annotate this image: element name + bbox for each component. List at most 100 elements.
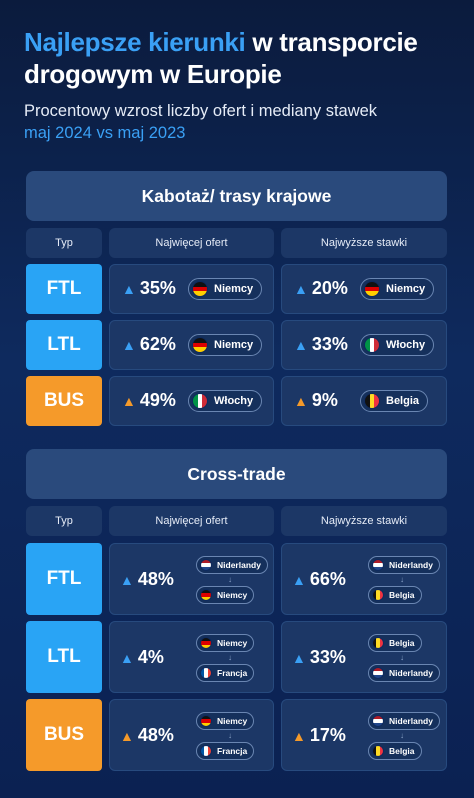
- arrow-up-icon: ▲: [122, 280, 136, 297]
- cross-ltl-offers: ▲ 4% Niemcy ↓ Francja: [109, 621, 274, 693]
- cross-type-ftl: FTL: [26, 543, 102, 615]
- percent-value: 33%: [309, 647, 346, 667]
- title-rest: w transporcie drogowym w Europie: [24, 27, 418, 89]
- country-name: Belgia: [389, 590, 415, 600]
- country-name: Niemcy: [214, 339, 254, 351]
- germany-flag-icon: [200, 637, 212, 649]
- italy-flag-icon: [364, 337, 380, 353]
- value: ▲ 49%: [122, 390, 176, 411]
- country-to-pill: Niemcy: [196, 586, 255, 604]
- cross-ftl-offers: ▲ 48% Niderlandy ↓ Niemcy: [109, 543, 274, 615]
- country-name: Niderlandy: [217, 560, 261, 570]
- country-pill: Włochy: [360, 334, 435, 356]
- country-from-pill: Niemcy: [196, 634, 255, 652]
- belgium-flag-icon: [364, 393, 380, 409]
- country-to-pill: Belgia: [368, 586, 422, 604]
- cross-col-rates: Najwyższe stawki: [281, 506, 447, 536]
- germany-flag-icon: [200, 715, 212, 727]
- france-flag-icon: [200, 667, 212, 679]
- domestic-section-title: Kabotaż/ trasy krajowe: [26, 171, 447, 221]
- country-name: Niemcy: [217, 590, 248, 600]
- country-pill: Niemcy: [188, 278, 263, 300]
- page-subtitle: Procentowy wzrost liczby ofert i mediany…: [24, 100, 454, 144]
- arrow-up-icon: ▲: [120, 649, 134, 666]
- arrow-up-icon: ▲: [292, 571, 306, 588]
- country-name: Niderlandy: [389, 560, 433, 570]
- domestic-ltl-rates: ▲ 33% Włochy: [281, 320, 447, 370]
- arrow-up-icon: ▲: [294, 280, 308, 297]
- country-name: Belgia: [389, 638, 415, 648]
- germany-flag-icon: [364, 281, 380, 297]
- country-to-pill: Niderlandy: [368, 664, 440, 682]
- domestic-type-ltl: LTL: [26, 320, 102, 370]
- country-name: Francja: [217, 746, 248, 756]
- value: ▲ 33%: [292, 647, 346, 668]
- value: ▲ 62%: [122, 334, 176, 355]
- country-from-pill: Niderlandy: [368, 556, 440, 574]
- arrow-down-icon: ↓: [228, 653, 232, 662]
- country-name: Belgia: [389, 746, 415, 756]
- value: ▲ 35%: [122, 278, 176, 299]
- subtitle-period: maj 2024 vs maj 2023: [24, 124, 186, 142]
- france-flag-icon: [200, 745, 212, 757]
- percent-value: 49%: [139, 390, 176, 410]
- domestic-col-rates: Najwyższe stawki: [281, 228, 447, 258]
- percent-value: 4%: [137, 647, 164, 667]
- netherlands-flag-icon: [372, 715, 384, 727]
- italy-flag-icon: [192, 393, 208, 409]
- netherlands-flag-icon: [372, 667, 384, 679]
- belgium-flag-icon: [372, 637, 384, 649]
- arrow-up-icon: ▲: [292, 727, 306, 744]
- percent-value: 9%: [311, 390, 338, 410]
- country-pill: Włochy: [188, 390, 263, 412]
- netherlands-flag-icon: [372, 559, 384, 571]
- value: ▲ 20%: [294, 278, 348, 299]
- percent-value: 66%: [309, 569, 346, 589]
- country-to-pill: Francja: [196, 742, 255, 760]
- germany-flag-icon: [200, 589, 212, 601]
- arrow-up-icon: ▲: [122, 392, 136, 409]
- netherlands-flag-icon: [200, 559, 212, 571]
- value: ▲ 33%: [294, 334, 348, 355]
- percent-value: 48%: [137, 725, 174, 745]
- country-name: Niemcy: [217, 638, 248, 648]
- value: ▲ 9%: [294, 390, 338, 411]
- country-name: Niemcy: [217, 716, 248, 726]
- country-to-pill: Francja: [196, 664, 255, 682]
- cross-type-ltl: LTL: [26, 621, 102, 693]
- value: ▲ 4%: [120, 647, 164, 668]
- domestic-type-ftl: FTL: [26, 264, 102, 314]
- value: ▲ 17%: [292, 725, 346, 746]
- country-from-pill: Niderlandy: [368, 712, 440, 730]
- country-to-pill: Belgia: [368, 742, 422, 760]
- country-name: Włochy: [386, 339, 426, 351]
- arrow-up-icon: ▲: [292, 649, 306, 666]
- domestic-ftl-rates: ▲ 20% Niemcy: [281, 264, 447, 314]
- cross-bus-offers: ▲ 48% Niemcy ↓ Francja: [109, 699, 274, 771]
- country-name: Niemcy: [386, 283, 426, 295]
- domestic-ltl-offers: ▲ 62% Niemcy: [109, 320, 274, 370]
- arrow-up-icon: ▲: [122, 336, 136, 353]
- country-name: Niemcy: [214, 283, 254, 295]
- country-pill: Niemcy: [360, 278, 435, 300]
- arrow-up-icon: ▲: [294, 336, 308, 353]
- percent-value: 48%: [137, 569, 174, 589]
- percent-value: 20%: [311, 278, 348, 298]
- percent-value: 17%: [309, 725, 346, 745]
- header: Najlepsze kierunki w transporcie drogowy…: [24, 26, 454, 144]
- country-pill: Belgia: [360, 390, 429, 412]
- subtitle-text: Procentowy wzrost liczby ofert i mediany…: [24, 102, 378, 120]
- belgium-flag-icon: [372, 745, 384, 757]
- arrow-up-icon: ▲: [120, 571, 134, 588]
- domestic-ftl-offers: ▲ 35% Niemcy: [109, 264, 274, 314]
- country-from-pill: Belgia: [368, 634, 422, 652]
- germany-flag-icon: [192, 337, 208, 353]
- domestic-bus-offers: ▲ 49% Włochy: [109, 376, 274, 426]
- country-pill: Niemcy: [188, 334, 263, 356]
- percent-value: 35%: [139, 278, 176, 298]
- domestic-bus-rates: ▲ 9% Belgia: [281, 376, 447, 426]
- country-name: Niderlandy: [389, 716, 433, 726]
- arrow-down-icon: ↓: [400, 575, 404, 584]
- domestic-col-offers: Najwięcej ofert: [109, 228, 274, 258]
- germany-flag-icon: [192, 281, 208, 297]
